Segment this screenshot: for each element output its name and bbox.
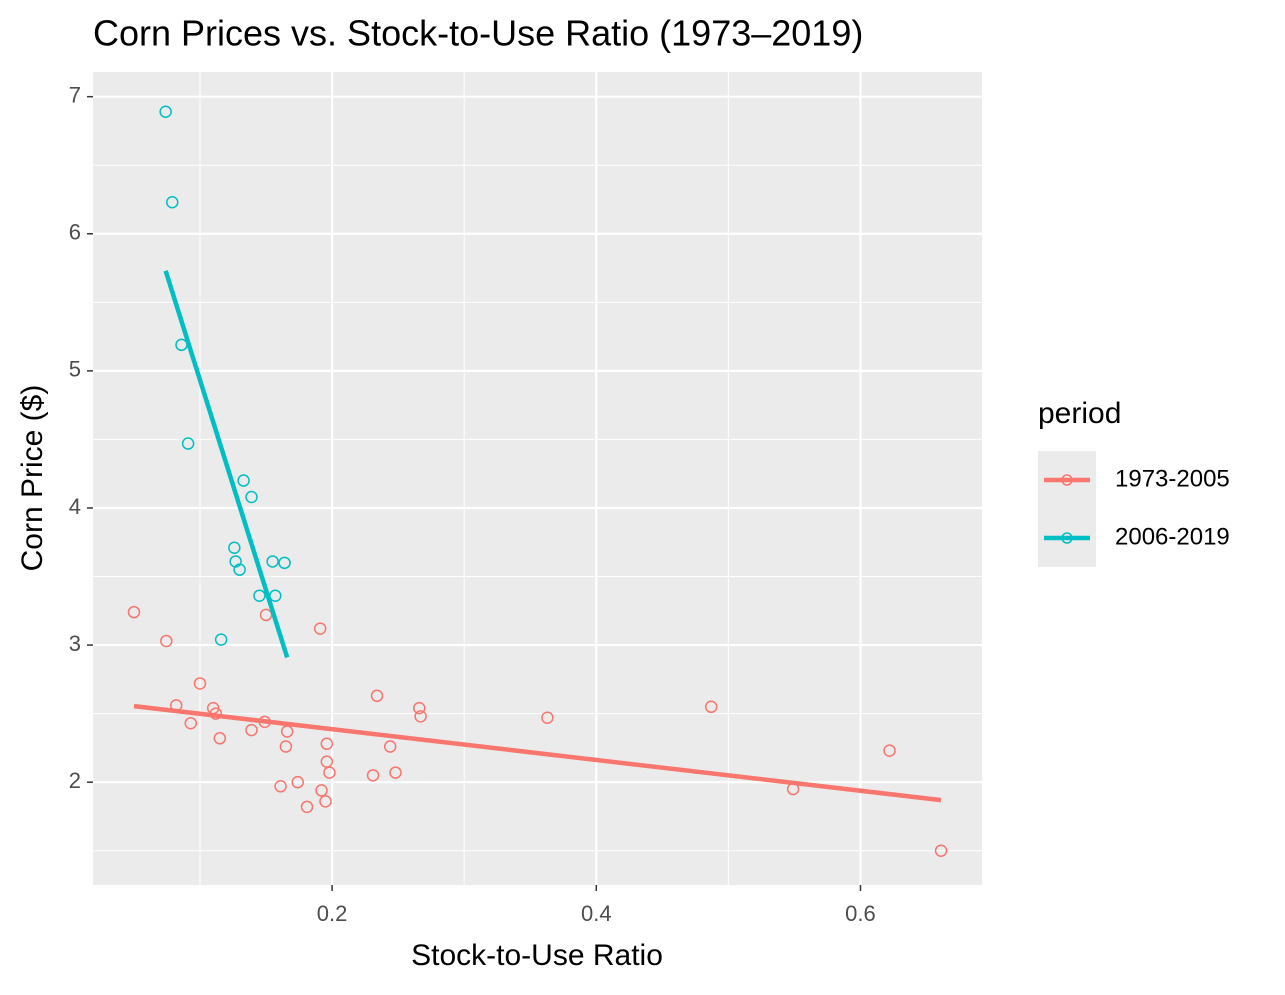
y-tick-label: 7 [69, 82, 81, 107]
point [541, 711, 554, 724]
y-tick-label: 6 [69, 220, 81, 245]
point [253, 589, 266, 602]
point [300, 800, 314, 814]
legend: 1973-2005 2006-2019 [1038, 451, 1230, 567]
y-tick-label: 2 [69, 768, 81, 793]
point [315, 784, 328, 797]
point [313, 622, 327, 635]
point [228, 541, 241, 554]
legend-label: 2006-2019 [1115, 523, 1230, 550]
legend-label: 1973-2005 [1115, 465, 1230, 492]
point [291, 775, 304, 789]
point [233, 563, 246, 576]
trend-line [133, 703, 942, 803]
point [245, 490, 258, 504]
chart-title: Corn Prices vs. Stock-to-Use Ratio (1973… [93, 13, 863, 54]
point [389, 766, 402, 779]
y-tick-label: 3 [69, 631, 81, 656]
point [319, 795, 332, 808]
legend-point [1061, 532, 1073, 544]
point [193, 677, 207, 690]
x-tick-label: 0.2 [317, 901, 348, 926]
point [279, 740, 293, 753]
point [237, 474, 250, 487]
point [266, 555, 279, 568]
point [323, 766, 336, 779]
point [320, 737, 334, 751]
point [370, 689, 384, 703]
legend-point [1061, 474, 1073, 486]
point [883, 744, 896, 757]
point [366, 769, 380, 782]
point [278, 556, 291, 570]
trend-line [163, 270, 290, 659]
point [181, 437, 195, 450]
point [934, 844, 948, 857]
point [160, 634, 173, 648]
point [704, 700, 718, 714]
point [414, 710, 427, 723]
point [214, 633, 228, 646]
y-tick-label: 4 [69, 494, 81, 519]
y-tick-label: 5 [69, 357, 81, 382]
point [213, 732, 227, 745]
point [245, 723, 258, 737]
grid [93, 72, 982, 885]
legend-title: period [1038, 397, 1121, 430]
x-tick-label: 0.6 [845, 901, 876, 926]
point [159, 105, 172, 119]
point [413, 701, 426, 715]
point [166, 195, 179, 209]
marks [127, 105, 948, 857]
point [127, 605, 141, 619]
point [184, 716, 198, 730]
x-axis-title: Stock-to-Use Ratio [411, 939, 663, 972]
point [383, 740, 397, 753]
point [274, 780, 287, 793]
x-tick-label: 0.4 [581, 901, 612, 926]
panel [93, 72, 982, 885]
y-axis-title: Corn Price ($) [16, 385, 49, 572]
